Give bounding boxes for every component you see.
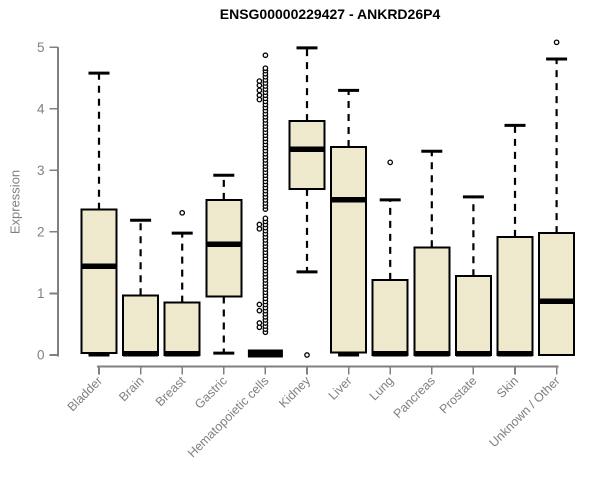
- x-tick-label-kidney: Kidney: [276, 373, 313, 410]
- boxplot-lung: [371, 159, 409, 357]
- outlier-point: [387, 159, 394, 166]
- outlier-point: [256, 324, 263, 331]
- x-tick-label-prostate: Prostate: [437, 374, 480, 417]
- y-tick-label: 4: [37, 102, 45, 117]
- median-line: [331, 197, 367, 203]
- boxplot-skin: [496, 123, 534, 357]
- chart-title: ENSG00000229427 - ANKRD26P4: [219, 6, 441, 22]
- x-tick-label-hematopoietic-cells: Hematopoietic cells: [185, 374, 272, 461]
- iqr-box: [80, 208, 118, 355]
- boxplot-kidney: [288, 46, 326, 358]
- outlier-point: [256, 96, 263, 103]
- outlier-point: [256, 301, 263, 308]
- outlier-point: [304, 352, 310, 358]
- boxplot-brain: [122, 218, 160, 357]
- x-tick-label-pancreas: Pancreas: [391, 374, 438, 421]
- boxplot-liver: [330, 88, 368, 357]
- outlier-point: [553, 39, 560, 46]
- median-line: [539, 298, 575, 305]
- outlier-point: [262, 52, 269, 59]
- outlier-point: [256, 87, 263, 94]
- iqr-box: [288, 120, 326, 190]
- y-tick-label: 5: [37, 40, 45, 55]
- iqr-box: [163, 301, 201, 356]
- y-tick-label: 1: [37, 286, 45, 301]
- median-line: [372, 351, 408, 357]
- collapsed-box: [247, 349, 283, 358]
- outlier-point: [256, 82, 263, 89]
- median-line: [123, 351, 159, 357]
- boxplot-hematopoietic-cells: [247, 52, 283, 358]
- x-tick-label-liver: Liver: [326, 374, 355, 403]
- y-tick-label: 3: [37, 163, 45, 178]
- median-line: [455, 351, 491, 357]
- y-tick-label: 2: [37, 225, 45, 240]
- x-tick-label-brain: Brain: [116, 374, 147, 405]
- median-line: [497, 351, 533, 357]
- median-line: [164, 351, 200, 357]
- x-tick-label-unknown-other: Unknown / Other: [486, 374, 562, 450]
- x-tick-label-bladder: Bladder: [65, 374, 105, 414]
- boxplot-prostate: [454, 195, 492, 357]
- x-tick-label-lung: Lung: [367, 374, 397, 404]
- iqr-box: [122, 294, 160, 357]
- iqr-box: [496, 235, 534, 357]
- boxplot-bladder: [80, 71, 118, 357]
- median-line: [81, 263, 117, 270]
- iqr-box: [371, 278, 409, 356]
- boxplot-gastric: [205, 173, 243, 355]
- median-line: [414, 351, 450, 357]
- outlier-point: [262, 215, 269, 222]
- outlier-point: [256, 307, 263, 314]
- outlier-point: [179, 209, 186, 216]
- median-line: [289, 146, 325, 153]
- iqr-box: [538, 232, 576, 356]
- outlier-point: [256, 225, 263, 232]
- x-tick-label-breast: Breast: [153, 373, 189, 409]
- median-line: [206, 241, 242, 247]
- y-tick-label: 0: [37, 348, 45, 363]
- boxplot-breast: [163, 209, 201, 357]
- boxplot-pancreas: [413, 149, 451, 357]
- iqr-box: [330, 145, 368, 354]
- outlier-point: [262, 65, 269, 72]
- iqr-box: [454, 275, 492, 356]
- x-tick-label-gastric: Gastric: [192, 374, 230, 412]
- x-tick-label-skin: Skin: [494, 374, 521, 401]
- y-axis: 0 1 2 3 4 5: [37, 40, 59, 363]
- boxplot-unknown-other: [538, 39, 576, 356]
- iqr-box: [205, 198, 243, 298]
- iqr-box: [413, 246, 451, 357]
